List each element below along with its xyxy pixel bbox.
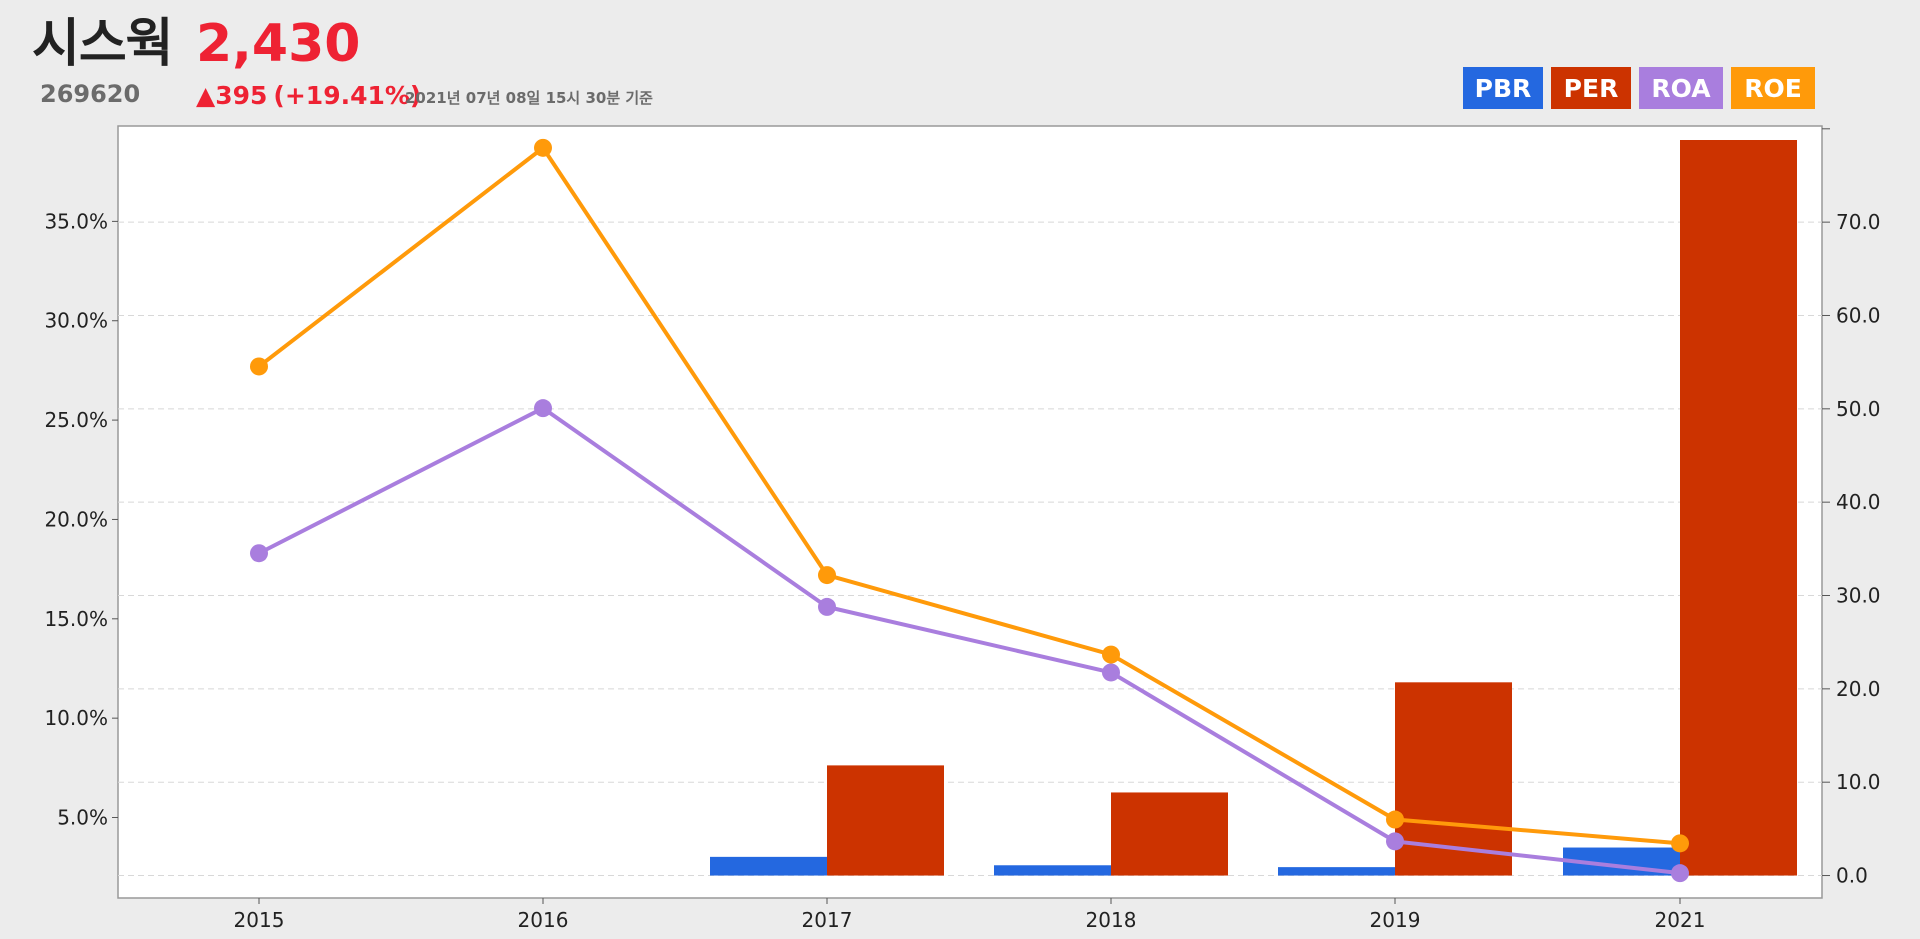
- legend-pbr[interactable]: PBR: [1463, 67, 1543, 109]
- point-roe: [250, 357, 268, 376]
- stock-code: 269620: [40, 80, 141, 108]
- x-tick-label: 2019: [1370, 908, 1421, 932]
- right-tick-label: 40.0: [1836, 490, 1881, 514]
- right-tick-label: 20.0: [1836, 677, 1881, 701]
- line-roa: [258, 406, 1681, 876]
- point-roe: [1102, 645, 1120, 664]
- point-roa: [534, 399, 552, 418]
- point-roe: [1671, 834, 1689, 853]
- left-tick-label: 30.0%: [44, 309, 108, 333]
- timestamp: 2021년 07년 08일 15시 30분 기준: [405, 89, 653, 107]
- point-roa: [1102, 663, 1120, 682]
- bar-pbr: [1278, 867, 1395, 876]
- x-tick-label: 2017: [802, 908, 853, 932]
- left-tick-label: 15.0%: [44, 607, 108, 631]
- stock-price: 2,430: [196, 14, 361, 74]
- left-tick-label: 35.0%: [44, 209, 108, 233]
- legend-per[interactable]: PER: [1551, 67, 1631, 109]
- point-roe: [818, 566, 836, 585]
- right-tick-label: 10.0: [1836, 770, 1881, 794]
- bar-per: [1680, 140, 1797, 876]
- x-tick-label: 2015: [234, 908, 285, 932]
- line-roe: [257, 145, 1681, 846]
- bar-per: [1111, 792, 1228, 876]
- legend-roa[interactable]: ROA: [1639, 67, 1723, 109]
- right-tick-label: 60.0: [1836, 303, 1881, 327]
- right-tick-label: 30.0: [1836, 584, 1881, 608]
- point-roe: [1386, 810, 1404, 829]
- point-roa: [1671, 864, 1689, 883]
- bar-pbr: [710, 856, 827, 876]
- price-change-value: ▲395: [196, 81, 268, 110]
- right-tick-label: 50.0: [1836, 397, 1881, 421]
- left-tick-label: 5.0%: [57, 806, 108, 830]
- x-tick-label: 2018: [1086, 908, 1137, 932]
- x-tick-label: 2016: [518, 908, 569, 932]
- chart-legend: PBR PER ROA ROE: [1463, 67, 1815, 109]
- point-roe: [534, 138, 552, 157]
- x-tick-label: 2021: [1655, 908, 1706, 932]
- left-tick-label: 20.0%: [44, 507, 108, 531]
- bar-pbr: [994, 865, 1111, 876]
- price-change-percent: (+19.41%): [273, 81, 422, 110]
- legend-roe[interactable]: ROE: [1731, 67, 1815, 109]
- point-roa: [250, 544, 268, 563]
- left-tick-label: 10.0%: [44, 706, 108, 730]
- stock-name: 시스웍: [32, 14, 174, 74]
- right-tick-label: 0.0: [1836, 864, 1868, 888]
- left-tick-label: 25.0%: [44, 408, 108, 432]
- right-tick-label: 70.0: [1836, 210, 1881, 234]
- point-roa: [1386, 832, 1404, 851]
- price-change: ▲395 (+19.41%): [196, 83, 421, 108]
- point-roa: [818, 597, 836, 616]
- bar-per: [827, 765, 944, 876]
